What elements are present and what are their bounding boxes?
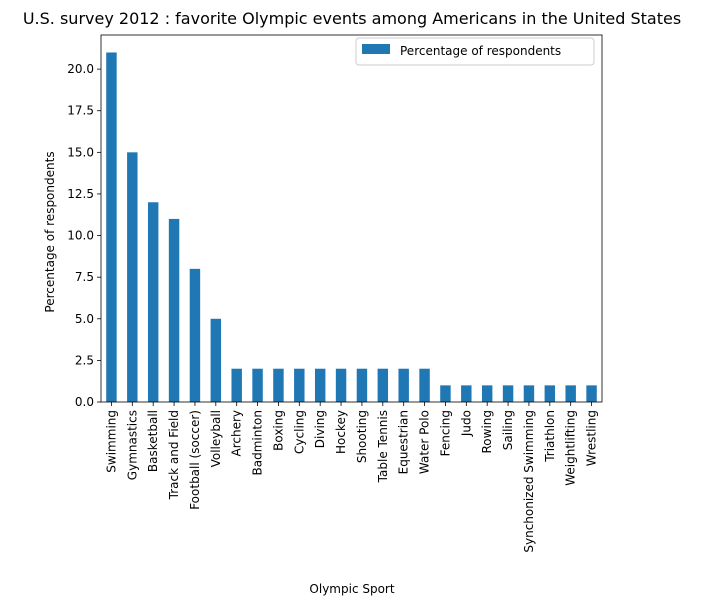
y-tick-label: 17.5 (67, 104, 94, 118)
y-tick-label: 2.5 (75, 353, 94, 367)
y-tick-label: 5.0 (75, 312, 94, 326)
legend-label: Percentage of respondents (400, 44, 561, 58)
bar-20 (523, 385, 535, 402)
x-tick-label: Cycling (292, 410, 306, 454)
x-tick-label: Equestrian (397, 410, 411, 474)
bar-22 (565, 385, 576, 402)
x-tick-label: Football (soccer) (188, 410, 202, 510)
bar-13 (377, 368, 389, 402)
bar-19 (502, 385, 514, 402)
x-tick-label: Judo (459, 410, 473, 437)
y-tick-label: 20.0 (67, 62, 94, 76)
bar-12 (356, 368, 368, 402)
x-tick-label: Archery (230, 410, 244, 457)
legend-box (355, 37, 595, 66)
bar-0 (106, 52, 117, 402)
x-axis: Swimming Gymnastics Basketball Track and Fi… (104, 402, 599, 553)
bar-3 (168, 218, 180, 402)
x-tick-label: Swimming (104, 410, 118, 473)
x-tick-label: Synchonized Swimming (522, 410, 536, 553)
bar-23 (586, 385, 597, 402)
y-axis-label: Percentage of respondents (43, 151, 57, 312)
x-tick-label: Basketball (146, 410, 160, 472)
x-tick-label: Weightlifting (564, 410, 578, 486)
bar-1 (127, 152, 138, 402)
bar-5 (210, 318, 222, 402)
bar-2 (147, 202, 159, 402)
x-tick-label: Table Tennis (376, 410, 390, 483)
bar-8 (273, 368, 284, 402)
bar-6 (231, 368, 242, 402)
y-tick-label: 0.0 (75, 395, 94, 409)
x-tick-label: Boxing (271, 410, 285, 451)
bar-15 (419, 368, 430, 402)
bar-16 (440, 385, 451, 402)
bar-17 (461, 385, 472, 402)
bar-10 (314, 368, 326, 402)
x-tick-label: Gymnastics (125, 410, 139, 480)
legend: Percentage of respondents (355, 37, 595, 66)
chart-title: U.S. survey 2012 : favorite Olympic even… (23, 9, 681, 28)
bar-9 (294, 368, 305, 402)
y-tick-label: 7.5 (75, 270, 94, 284)
y-tick-label: 15.0 (67, 145, 94, 159)
bar-4 (189, 268, 201, 402)
x-tick-label: Fencing (438, 410, 452, 456)
bar-7 (252, 368, 263, 402)
x-tick-label: Shooting (355, 410, 369, 463)
x-tick-label: Water Polo (418, 410, 432, 474)
bar-21 (544, 385, 556, 402)
x-axis-label: Olympic Sport (309, 582, 394, 596)
y-tick-label: 12.5 (67, 187, 94, 201)
x-tick-label: Diving (313, 410, 327, 448)
x-tick-label: Hockey (334, 410, 348, 454)
x-tick-label: Volleyball (209, 410, 223, 467)
x-tick-label: Wrestling (585, 410, 599, 466)
bar-18 (481, 385, 493, 402)
x-tick-label: Rowing (480, 410, 494, 454)
x-tick-label: Triathlon (543, 410, 557, 463)
legend-swatch (362, 44, 390, 54)
x-tick-label: Badminton (251, 410, 265, 475)
y-axis: 0.0 2.5 5.0 7.5 10.0 12.5 15.0 17.5 20.0 (67, 62, 101, 409)
plot-frame (100, 34, 603, 403)
bar-14 (398, 368, 409, 402)
bar-11 (335, 368, 347, 402)
y-tick-label: 10.0 (67, 229, 94, 243)
bars-group (106, 52, 597, 402)
x-tick-label: Sailing (501, 410, 515, 450)
x-tick-label: Track and Field (167, 410, 181, 500)
